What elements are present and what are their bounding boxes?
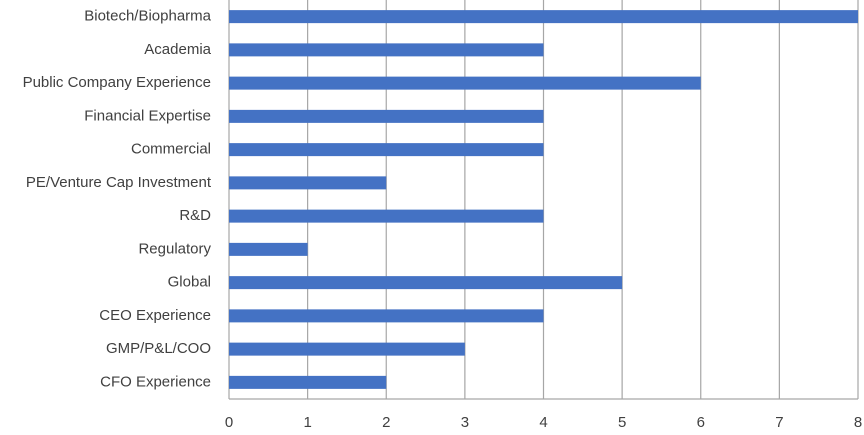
bar	[229, 342, 465, 356]
y-tick-label: Commercial	[131, 141, 211, 158]
x-tick-label: 3	[461, 414, 469, 431]
x-tick-label: 1	[303, 414, 311, 431]
y-tick-label: PE/Venture Cap Investment	[26, 174, 212, 191]
y-tick-label: CEO Experience	[99, 307, 211, 324]
x-tick-label: 5	[618, 414, 626, 431]
y-tick-label: GMP/P&L/COO	[106, 340, 211, 357]
bar	[229, 276, 623, 290]
bar	[229, 375, 387, 389]
bar	[229, 209, 544, 223]
bar	[229, 43, 544, 57]
y-tick-label: Global	[168, 274, 211, 291]
bar	[229, 309, 544, 323]
x-tick-label: 8	[854, 414, 862, 431]
x-tick-label: 0	[225, 414, 233, 431]
bar	[229, 10, 858, 24]
y-tick-label: Biotech/Biopharma	[84, 8, 211, 25]
bar	[229, 176, 387, 190]
x-tick-label: 6	[697, 414, 705, 431]
x-tick-label: 2	[382, 414, 390, 431]
y-tick-label: Financial Expertise	[84, 107, 211, 124]
x-tick-label: 7	[775, 414, 783, 431]
y-tick-label: CFO Experience	[100, 373, 211, 390]
bar	[229, 76, 701, 90]
y-tick-label: Regulatory	[138, 240, 211, 257]
x-tick-label: 4	[539, 414, 547, 431]
bar	[229, 242, 308, 256]
y-tick-label: R&D	[179, 207, 211, 224]
y-tick-label: Public Company Experience	[23, 74, 211, 91]
y-tick-label: Academia	[144, 41, 211, 58]
bar	[229, 143, 544, 157]
bar	[229, 109, 544, 123]
